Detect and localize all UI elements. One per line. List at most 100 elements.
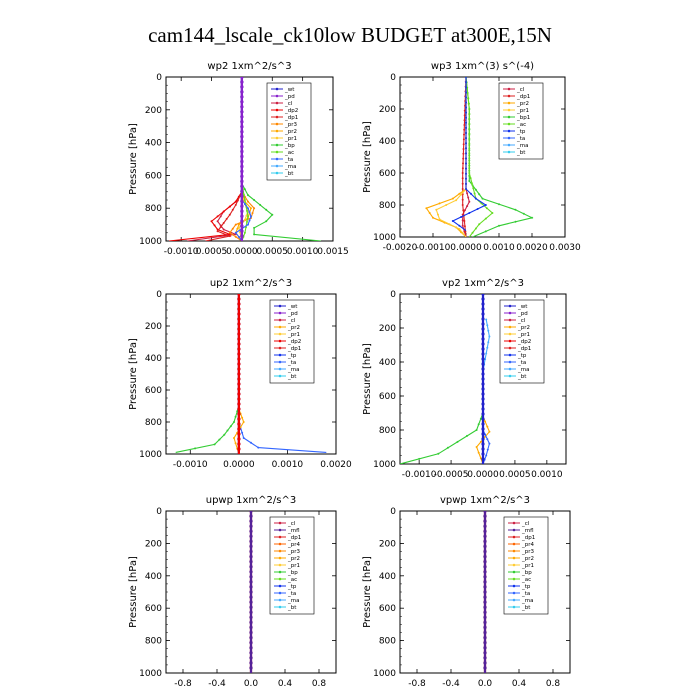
series-marker [483, 550, 486, 553]
series-marker [249, 520, 252, 523]
series-marker [465, 152, 467, 154]
legend-entry: _dp1 [287, 346, 301, 352]
series-marker [481, 397, 484, 400]
series-marker [481, 422, 484, 425]
series-marker [235, 204, 237, 206]
series-marker [483, 560, 486, 563]
series-marker [483, 636, 486, 639]
x-tick-label: -0.4 [208, 679, 226, 689]
series-marker [240, 200, 243, 203]
series-marker [249, 575, 252, 578]
legend-entry: _pr4 [521, 542, 535, 548]
legend-entry: _dp2 [517, 339, 531, 345]
series-marker [220, 215, 222, 217]
legend-entry: _dp1 [287, 535, 301, 541]
series-marker [223, 222, 225, 224]
legend-entry: _ac [284, 150, 294, 156]
legend-entry: _ac [521, 577, 531, 583]
series-marker [240, 165, 243, 168]
series-marker [483, 661, 486, 664]
legend-entry: _bt [287, 374, 297, 380]
legend: _wt_pd_cl_pr2_pr1_dp2_dp1_tp_ta_ma_bt [270, 300, 314, 383]
series-marker [233, 421, 235, 423]
series-marker [467, 97, 469, 99]
series-marker [244, 188, 246, 190]
series-marker [483, 530, 486, 533]
series-marker [483, 545, 486, 548]
legend-entry: _bt [521, 605, 531, 611]
panel-title: vp2 1xm^2/s^3 [442, 278, 524, 289]
series-marker [466, 192, 468, 194]
legend-entry: _ta [517, 360, 526, 366]
legend-marker [508, 95, 511, 98]
series-marker [531, 217, 533, 219]
series-marker [483, 611, 486, 614]
series-marker [478, 223, 480, 225]
legend-entry: _ma [521, 598, 533, 604]
series-marker [237, 322, 240, 325]
series-marker [418, 458, 420, 460]
series-marker [471, 182, 473, 184]
series-group [483, 509, 486, 673]
series-marker [249, 580, 252, 583]
legend-entry: _pr1 [516, 108, 529, 114]
legend-marker [509, 375, 512, 378]
legend-entry: _ma [284, 164, 296, 170]
x-tick-label: 0.8 [312, 679, 327, 689]
series-marker [468, 123, 470, 125]
series-marker [240, 75, 243, 78]
panel-0: wp2 1xm^2/s^3 Pressure [hPa] 0 200 400 600 800… [128, 61, 349, 257]
series-marker [250, 215, 252, 217]
series-marker [462, 209, 464, 211]
legend-entry: _dp1 [516, 94, 530, 100]
series-marker [462, 219, 464, 221]
series-marker [486, 324, 488, 326]
legend-marker [513, 585, 516, 588]
series-marker [463, 134, 465, 136]
series-marker [249, 211, 251, 213]
series-marker [481, 437, 484, 440]
series-marker [483, 520, 486, 523]
series-marker [462, 199, 464, 201]
series-line-dp1 [206, 77, 242, 241]
series-marker [237, 447, 240, 450]
legend: _cl_mfl_dp1_pr4_pr3_pr2_pr1_bp_ac_tp_ta_… [504, 517, 548, 614]
series-marker [249, 616, 252, 619]
series-marker [253, 233, 255, 235]
series-line-bp [400, 294, 483, 464]
x-tick-label: -0.0010 [416, 243, 451, 253]
series-marker [249, 626, 252, 629]
legend-entry: _tp [287, 584, 297, 590]
series-marker [237, 357, 240, 360]
series-line-dp2 [169, 77, 242, 241]
legend-marker [509, 354, 512, 357]
series-marker [465, 96, 467, 98]
series-marker [483, 515, 486, 518]
series-marker [217, 215, 219, 217]
series-marker [220, 226, 222, 228]
x-tick-label: 0.0005 [499, 470, 531, 480]
series-marker [462, 162, 464, 164]
legend-entry: _pd [287, 311, 298, 317]
series-marker [249, 555, 252, 558]
panel-3: vp2 1xm^2/s^3Pressure [hPa]0200400600800… [362, 278, 566, 480]
series-marker [237, 342, 240, 345]
series-marker [481, 297, 484, 300]
series-marker [249, 550, 252, 553]
series-marker [468, 147, 470, 149]
series-marker [481, 407, 484, 410]
series-marker [237, 432, 240, 435]
legend-entry: _pr1 [284, 136, 297, 142]
series-marker [237, 347, 240, 350]
series-marker [232, 228, 234, 230]
series-marker [452, 220, 454, 222]
legend-marker [513, 571, 516, 574]
series-marker [487, 341, 489, 343]
series-marker [237, 312, 240, 315]
x-tick-label: -0.4 [442, 679, 460, 689]
series-marker [235, 416, 237, 418]
series-marker [462, 204, 464, 206]
legend-entry: _bp [287, 570, 298, 576]
series-marker [240, 90, 243, 93]
legend-marker [513, 536, 516, 539]
